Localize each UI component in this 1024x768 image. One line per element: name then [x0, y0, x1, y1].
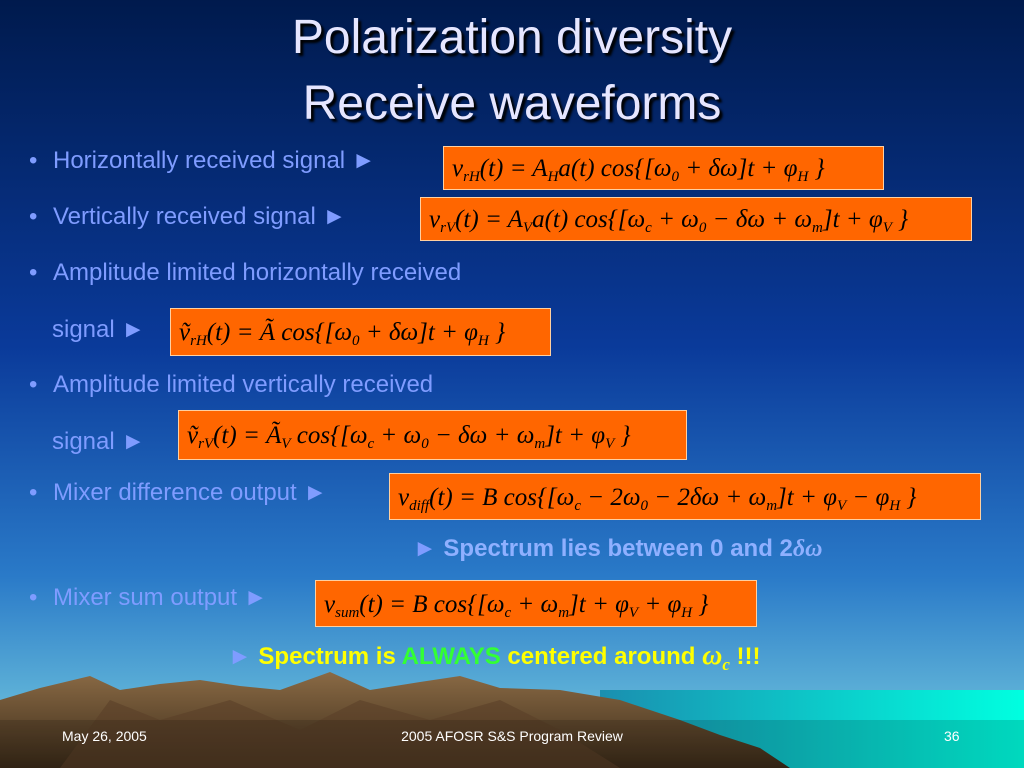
arrow: ►: [413, 535, 444, 562]
footer-date: May 26, 2005: [62, 728, 147, 744]
note: ► Spectrum lies between 0 and 2δω: [413, 535, 823, 563]
equation-subscript: m: [558, 605, 570, 621]
equation: vrH(t) = AHa(t) cos{[ω0 + δω]t + φH }: [443, 146, 884, 190]
equation-text: − 2δω + ω: [648, 484, 767, 511]
slide-title: Polarization diversity: [291, 11, 733, 64]
equation-text: }: [692, 591, 709, 618]
equation-text: a(t) cos{[ω: [558, 155, 672, 182]
equation-subscript: 0: [671, 169, 679, 185]
note: ► Spectrum is ALWAYS centered around ωc …: [228, 640, 761, 675]
equation-text: }: [488, 319, 506, 346]
equation-text: + δω]t + φ: [678, 155, 798, 182]
equation-subscript: V: [605, 436, 615, 452]
equation-subscript: rV: [440, 220, 456, 236]
equation-text: }: [808, 155, 825, 182]
equation-subscript: 0: [640, 498, 649, 514]
note-text: centered around: [500, 643, 703, 670]
equation-subscript: c: [367, 436, 375, 452]
equation-text: (t) = B cos{[ω: [429, 484, 575, 511]
equation-text: ṽ: [179, 319, 191, 346]
note-text: !!!: [729, 643, 761, 670]
bullet: Mixer sum output ►: [29, 584, 267, 612]
equation-text: a(t) cos{[ω: [532, 206, 646, 233]
equation-text: }: [900, 484, 917, 511]
note-emphasis: ALWAYS: [401, 643, 501, 670]
bullet-continuation: signal ►: [52, 316, 146, 343]
equation-subscript: sum: [335, 605, 360, 621]
equation-subscript: H: [797, 169, 809, 185]
equation: vsum(t) = B cos{[ωc + ωm]t + φV + φH }: [315, 580, 757, 627]
equation-subscript: m: [812, 220, 823, 236]
equation-text: (t) = A: [479, 155, 548, 182]
equation-text: ṽ: [187, 422, 199, 449]
note-symbol: ω: [702, 640, 723, 671]
equation-subscript: V: [836, 498, 847, 514]
equation-subscript: H: [681, 605, 693, 621]
equation-subscript: m: [766, 498, 778, 514]
equation-text: − δω + ω: [706, 206, 813, 233]
bullet: Mixer difference output ►: [29, 479, 327, 507]
note-subscript: c: [722, 654, 730, 674]
equation-subscript: V: [281, 436, 291, 452]
equation-text: + ω: [374, 422, 422, 449]
equation-subscript: m: [534, 436, 546, 452]
equation-subscript: H: [889, 498, 901, 514]
equation-subscript: H: [478, 333, 489, 349]
equation-text: v: [452, 155, 464, 182]
equation: ṽrV(t) = ÃV cos{[ωc + ω0 − δω + ωm]t + φ…: [178, 410, 687, 460]
equation-text: − δω + ω: [428, 422, 535, 449]
equation: vrV(t) = AVa(t) cos{[ωc + ω0 − δω + ωm]t…: [420, 197, 972, 241]
equation-text: }: [891, 206, 909, 233]
bullet: Amplitude limited horizontally received: [29, 259, 461, 287]
equation-subscript: rH: [463, 169, 480, 185]
equation-subscript: H: [547, 169, 559, 185]
equation-text: − 2ω: [581, 484, 641, 511]
equation-text: ]t + φ: [822, 206, 883, 233]
equation-text: }: [614, 422, 631, 449]
equation-text: ]t + φ: [777, 484, 837, 511]
equation-text: v: [324, 591, 336, 618]
equation-text: v: [398, 484, 410, 511]
arrow: ►: [228, 643, 259, 670]
equation-text: cos{[ω: [290, 422, 368, 449]
note-symbol: δω: [792, 536, 823, 562]
equation: vdiff(t) = B cos{[ωc − 2ω0 − 2δω + ωm]t …: [389, 473, 981, 520]
note-text: Spectrum is: [258, 643, 402, 670]
equation-subscript: diff: [409, 498, 430, 514]
equation-text: − φ: [846, 484, 890, 511]
equation-text: (t) = Ã cos{[ω: [206, 319, 352, 346]
bullet: Horizontally received signal ►: [29, 147, 376, 175]
equation-text: ]t + φ: [569, 591, 629, 618]
equation-text: + ω: [651, 206, 699, 233]
equation-subscript: 0: [421, 436, 429, 452]
equation-subscript: c: [645, 220, 652, 236]
footer-title: 2005 AFOSR S&S Program Review: [401, 728, 623, 744]
bullet-continuation: signal ►: [52, 428, 146, 455]
equation-subscript: c: [504, 605, 512, 621]
equation-text: + φ: [638, 591, 682, 618]
equation: ṽrH(t) = Ã cos{[ω0 + δω]t + φH }: [170, 308, 551, 356]
bullet: Amplitude limited vertically received: [29, 371, 433, 399]
equation-subscript: V: [882, 220, 892, 236]
bullet: Vertically received signal ►: [29, 203, 346, 231]
equation-text: ]t + φ: [545, 422, 606, 449]
equation-text: (t) = A: [455, 206, 523, 233]
equation-text: v: [429, 206, 441, 233]
equation-text: (t) = Ã: [213, 422, 282, 449]
equation-subscript: c: [574, 498, 581, 514]
equation-subscript: 0: [351, 333, 360, 349]
equation-text: + δω]t + φ: [359, 319, 479, 346]
equation-subscript: rH: [190, 333, 207, 349]
equation-text: + ω: [511, 591, 559, 618]
equation-subscript: rV: [198, 436, 214, 452]
footer-page: 36: [944, 728, 960, 744]
note-text: Spectrum lies between 0 and 2: [443, 535, 793, 562]
slide-title: Receive waveforms: [302, 77, 722, 130]
equation-subscript: V: [628, 605, 639, 621]
equation-text: (t) = B cos{[ω: [359, 591, 505, 618]
equation-subscript: 0: [698, 220, 707, 236]
equation-subscript: V: [522, 220, 533, 236]
